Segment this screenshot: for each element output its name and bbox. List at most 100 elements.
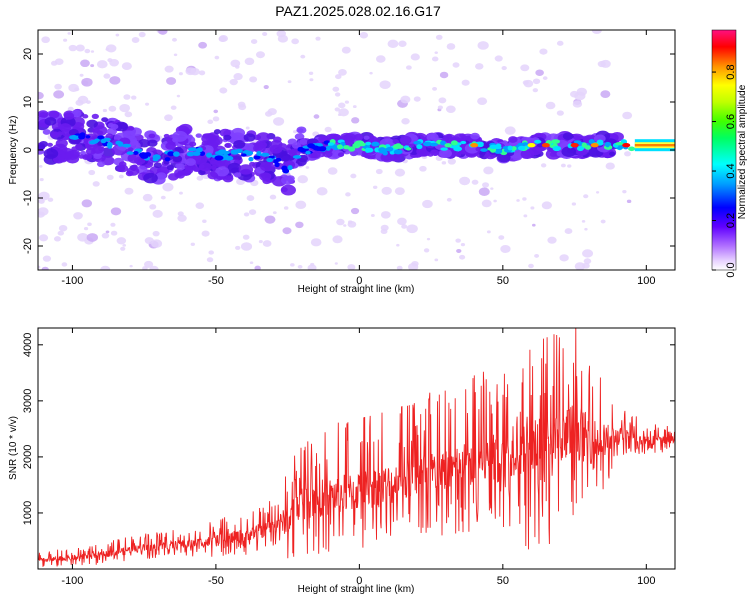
ridge-blob [393,149,403,155]
ridge-blob [353,141,362,146]
noise-blob [459,176,471,186]
signal-blob [148,133,156,139]
noise-blob [164,65,174,73]
signal-blob [48,110,60,119]
noise-blob [401,224,408,229]
noise-blob [160,195,166,200]
noise-blob [394,168,406,177]
noise-blob [185,67,196,76]
noise-blob [528,263,534,269]
signal-blob [189,141,197,147]
noise-blob [397,217,407,226]
signal-blob [127,147,134,152]
noise-blob [504,126,516,135]
ridge-blob [248,156,254,162]
noise-blob [38,265,41,269]
ridge-blob [517,145,526,151]
noise-blob [335,74,342,80]
noise-blob [482,182,490,188]
ridge-blob [191,151,201,156]
noise-blob [90,50,95,53]
signal-blob [172,130,188,142]
noise-blob [459,254,466,260]
noise-blob [334,92,341,97]
signal-blob [75,143,83,150]
signal-blob [277,143,288,150]
noise-blob [90,64,95,68]
x-tick-label: -100 [61,575,83,587]
ridge-blob [152,154,161,160]
noise-blob [269,194,277,200]
noise-blob [520,64,530,72]
noise-blob [287,80,292,84]
colorbar-tick-label: 0.8 [725,64,737,79]
ridge-blob [281,165,288,172]
noise-blob [422,199,433,209]
noise-blob [419,165,427,172]
colorbar-gradient [711,29,737,271]
noise-blob [152,230,160,237]
signal-blob [195,133,202,138]
ridge-blob [489,144,498,150]
noise-blob [119,103,131,113]
signal-blob [166,164,174,171]
noise-blob [570,90,579,98]
snr-x-label: Height of straight line (km) [298,584,415,595]
noise-blob [446,43,456,50]
noise-blob [432,86,438,91]
noise-blob [344,100,350,104]
ridge-blob [307,143,316,149]
noise-blob [173,53,178,57]
signal-blob [91,113,99,120]
signal-blob [288,148,301,157]
noise-blob [50,60,58,66]
noise-blob [375,55,386,63]
noise-blob [152,209,163,218]
snr-marks [38,328,675,567]
noise-blob [477,97,488,106]
signal-blob [223,134,232,141]
noise-blob [297,175,309,184]
noise-blob [67,106,74,112]
ridge-blob [122,143,131,148]
signal-blob [392,139,400,144]
spectrogram-marks [38,30,675,270]
noise-blob [201,230,210,237]
ridge-tail-center [634,144,675,147]
noise-blob [172,37,177,42]
noise-blob [535,69,544,77]
noise-blob [277,34,289,43]
ridge-blob [378,147,386,153]
noise-blob [81,77,93,87]
colorbar-ticks: 0.0 0.2 0.4 0.6 0.8 [712,64,737,278]
noise-blob [423,248,430,253]
noise-blob [522,197,527,201]
signal-blob [363,135,370,140]
noise-blob [177,214,187,222]
noise-blob [478,187,490,197]
ridge-blob [496,148,503,153]
signal-blob [118,161,127,167]
ridge-blob [440,140,447,146]
signal-blob [156,172,167,180]
signal-blob [291,142,302,149]
noise-blob [439,71,449,79]
noise-blob [447,158,456,165]
noise-blob [343,224,347,227]
noise-blob [245,126,250,130]
noise-blob [178,72,183,76]
noise-blob [532,223,536,227]
noise-blob [106,174,114,181]
x-tick-label: -100 [61,275,83,287]
noise-blob [350,207,360,215]
ridge-blob [348,146,356,152]
noise-blob [584,227,588,231]
noise-blob [264,110,273,117]
signal-blob [256,132,271,143]
noise-blob [129,264,133,268]
ridge-blob [292,155,302,159]
noise-blob [61,262,68,267]
noise-blob [574,262,586,270]
ridge-blob [576,146,584,152]
